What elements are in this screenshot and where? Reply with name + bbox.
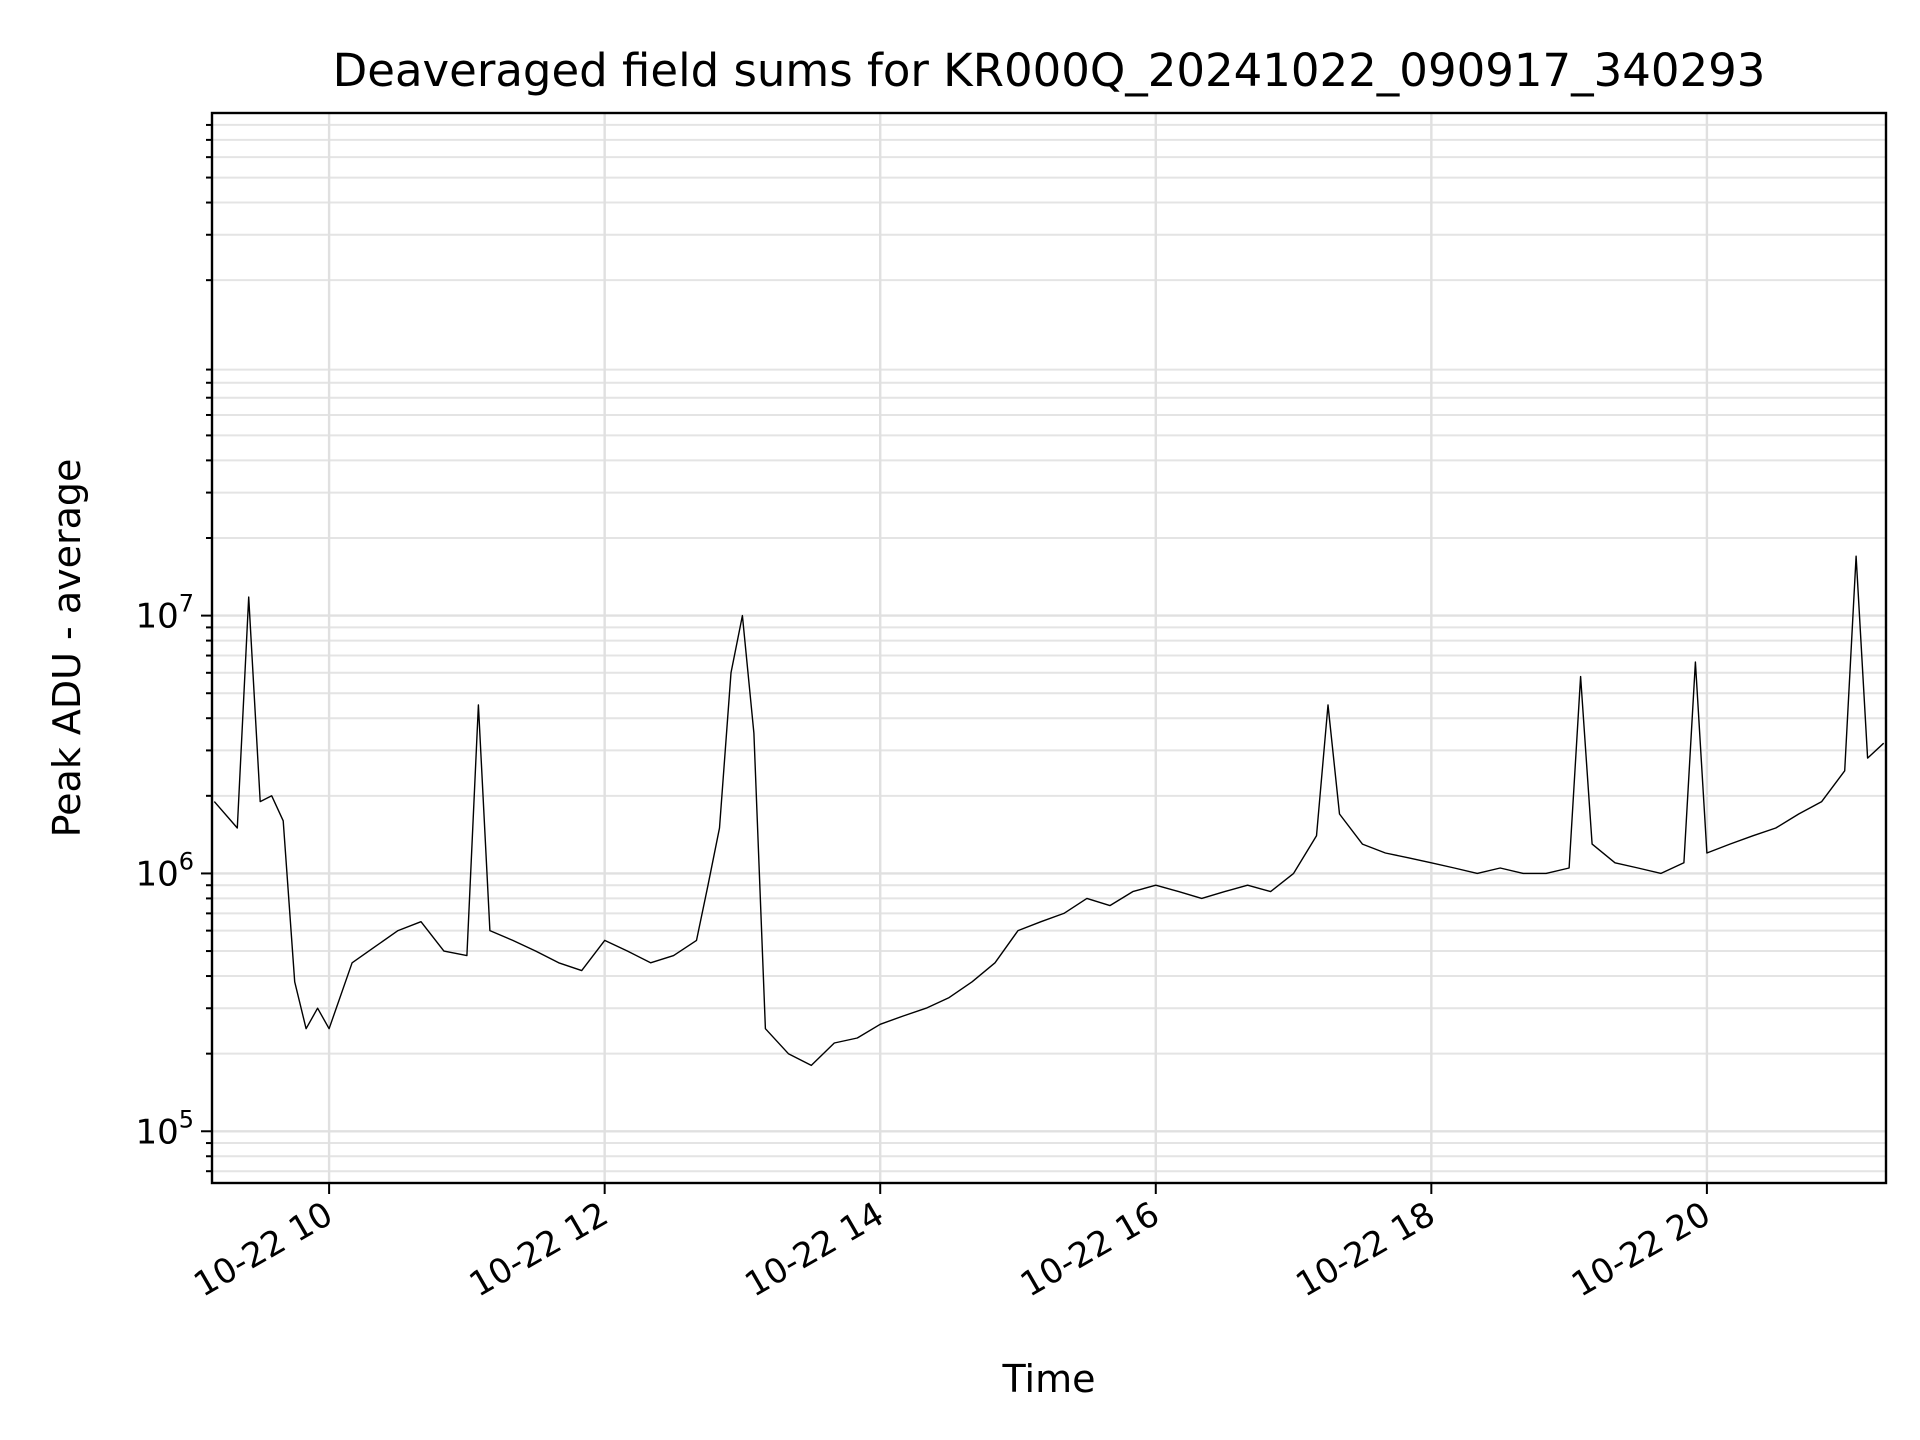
y-tick-label: 107 xyxy=(135,590,194,637)
plot-frame xyxy=(210,111,1888,1185)
chart-title: Deaveraged field sums for KR000Q_2024102… xyxy=(333,44,1766,97)
series-line xyxy=(213,555,1885,1067)
axis-ticks: 105 106 107 10-22 10 10-22 12 10-22 14 10-22 1… xyxy=(135,123,1717,1305)
x-tick-label: 10-22 12 xyxy=(463,1194,615,1305)
x-tick-label: 10-22 14 xyxy=(738,1194,890,1305)
y-axis-label: Peak ADU - average xyxy=(45,459,89,838)
x-axis-label: Time xyxy=(1002,1357,1096,1401)
x-tick-label: 10-22 16 xyxy=(1014,1194,1166,1305)
x-tick-label: 10-22 20 xyxy=(1565,1194,1717,1305)
y-tick-label: 105 xyxy=(135,1105,194,1152)
grid xyxy=(212,113,1886,1183)
y-tick-label: 106 xyxy=(135,847,194,894)
x-tick-label: 10-22 10 xyxy=(187,1194,339,1305)
x-tick-label: 10-22 18 xyxy=(1289,1194,1441,1305)
